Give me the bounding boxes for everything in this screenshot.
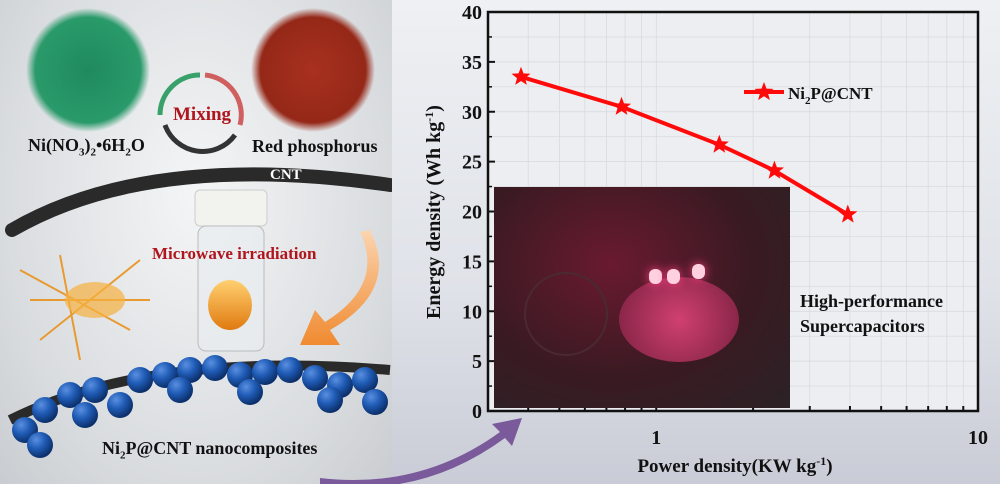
ni2p-sphere <box>362 389 388 415</box>
precursor-1-label: Ni(NO3)2•6H2O <box>28 135 145 159</box>
data-point-star <box>612 96 631 115</box>
ni2p-sphere <box>252 359 278 385</box>
legend-star-marker <box>754 82 774 101</box>
ni2p-sphere <box>237 379 263 405</box>
data-point-star <box>709 134 729 153</box>
ni2p-sphere <box>72 402 98 428</box>
ni2p-sphere <box>277 357 303 383</box>
cnt-tube <box>5 167 392 237</box>
axes: 0 5 10 15 20 25 30 35 40 1 10 <box>462 2 988 449</box>
ni2p-sphere <box>167 377 193 403</box>
ni2p-sphere <box>32 397 58 423</box>
product-label: Ni2P@CNT nanocomposites <box>102 438 318 462</box>
ni2p-sphere <box>82 377 108 403</box>
y-tick-label: 15 <box>462 251 482 273</box>
y-tick-label: 0 <box>472 401 482 423</box>
y-tick-label: 35 <box>462 52 482 74</box>
ni2p-sphere <box>177 357 203 383</box>
data-point-star <box>838 204 858 223</box>
process-label: Microwave irradiation <box>152 244 317 263</box>
x-tick-label: 1 <box>651 427 661 449</box>
ni2p-sphere <box>127 367 153 393</box>
ni2p-sphere <box>107 392 133 418</box>
ni2p-sphere <box>57 382 83 408</box>
cnt-label: CNT <box>270 167 302 183</box>
ni2p-sphere <box>352 367 378 393</box>
synthesis-illustration: Ni(NO3)2•6H2O Red phosphorus Mixing CNT … <box>0 0 392 484</box>
data-point-star <box>511 66 531 85</box>
mixing-label: Mixing <box>173 104 232 125</box>
y-tick-label: 10 <box>462 301 482 323</box>
y-axis-label: Energy density (Wh kg-1) <box>422 105 445 319</box>
precursor-2-label: Red phosphorus <box>252 136 378 156</box>
green-powder <box>26 8 150 132</box>
ni2p-sphere <box>27 432 53 458</box>
ni2p-sphere <box>202 355 228 381</box>
y-tick-label: 20 <box>462 202 482 224</box>
x-tick-label: 10 <box>968 427 988 449</box>
ni2p-sphere <box>302 365 328 391</box>
orange-arrow <box>300 230 379 345</box>
red-powder <box>251 8 375 132</box>
y-tick-label: 5 <box>472 351 482 373</box>
y-tick-label: 30 <box>462 102 482 124</box>
series-ni2p-cnt <box>511 66 858 223</box>
y-tick-label: 40 <box>462 2 482 24</box>
y-tick-label: 25 <box>462 152 482 174</box>
inset-led-photo <box>494 187 790 408</box>
ni2p-sphere <box>317 387 343 413</box>
mixing-cycle-icon <box>157 72 244 154</box>
inset-caption-1: High-performance <box>800 291 943 311</box>
data-point-star <box>764 160 784 179</box>
x-axis-label: Power density(KW kg-1) <box>637 454 832 477</box>
vial-icon <box>194 189 268 352</box>
ni2p-spheres <box>12 355 388 458</box>
inset-caption-2: Supercapacitors <box>800 316 925 336</box>
